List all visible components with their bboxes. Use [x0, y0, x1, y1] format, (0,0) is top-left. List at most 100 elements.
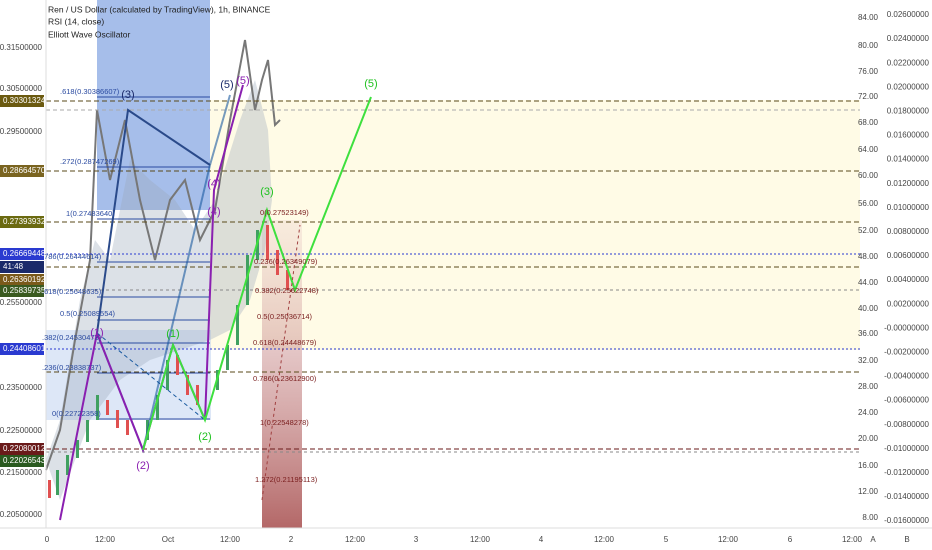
rsi-label: 36.00 [858, 329, 879, 338]
fib-label: 1.272(0.21195113) [255, 475, 318, 484]
rsi-axis: 84.00 80.00 76.00 72.00 68.00 64.00 60.00 56.00… [858, 13, 879, 522]
rsi-label: 52.00 [858, 226, 879, 235]
rsi-label: 72.00 [858, 92, 879, 101]
rsi-label: 24.00 [858, 408, 879, 417]
candle [156, 395, 159, 420]
price-label: 0.30500000 [0, 84, 43, 93]
indicator-label: Elliott Wave Oscillator [48, 29, 131, 39]
time-label: 12:00 [95, 535, 116, 544]
candle [48, 480, 51, 498]
oscillator-label: 0.01600000 [887, 131, 930, 140]
rsi-label: 76.00 [858, 67, 879, 76]
price-tag: 0.24408601 [3, 344, 46, 353]
wave-line [96, 332, 206, 421]
wave-label: (5) [220, 79, 233, 91]
fib-lines [97, 96, 210, 420]
wave-label: (2) [198, 431, 211, 443]
rsi-label: 60.00 [858, 171, 879, 180]
wave-label: (1) [90, 327, 103, 339]
rsi-label: 20.00 [858, 434, 879, 443]
time-label: 6 [788, 535, 793, 544]
oscillator-label: -0.01600000 [884, 516, 929, 525]
indicator-label: RSI (14, close) [48, 16, 104, 26]
chart-title: Ren / US Dollar (calculated by TradingVi… [48, 4, 271, 14]
rsi-label: 56.00 [858, 199, 879, 208]
candle [276, 250, 279, 275]
oscillator-label: -0.01400000 [884, 492, 929, 501]
range-box [97, 0, 210, 210]
fib-label: .786(0.26444614) [42, 252, 102, 261]
oscillator-label: 0.01400000 [887, 155, 930, 164]
oscillator-axis: 0.02600000 0.02400000 0.02200000 0.02000000… [884, 10, 929, 525]
oscillator-label: 0.02000000 [887, 82, 930, 91]
wave-label: (2) [136, 460, 149, 472]
price-tag: 0.28664570 [3, 166, 46, 175]
rsi-label: 16.00 [858, 461, 879, 470]
candle [66, 455, 69, 475]
candle [116, 410, 119, 428]
oscillator-label: 0.00600000 [887, 251, 930, 260]
tag-bg [0, 95, 44, 107]
candle [176, 355, 179, 375]
wave-label: (5) [236, 75, 249, 87]
rsi-label: 44.00 [858, 278, 879, 287]
time-label: 12:00 [220, 535, 241, 544]
rsi-area [46, 80, 272, 500]
fib-label: 0.382(0.25622748) [255, 286, 319, 295]
fib-label: .618(0.30386607) [60, 87, 120, 96]
tag-bg [0, 274, 44, 286]
rsi-label: 84.00 [858, 13, 879, 22]
time-axis-labels: 0 12:00 Oct 12:00 2 12:00 3 12:00 4 12:00 5 12:00 6 1… [45, 535, 910, 544]
fib-label: 0.786(0.23612900) [253, 374, 317, 383]
candle [236, 305, 239, 345]
fib-label: 0.5(0.25036714) [257, 312, 313, 321]
time-label: 12:00 [594, 535, 615, 544]
wave-line [142, 96, 372, 451]
candle [286, 270, 289, 290]
tag-bg [0, 285, 44, 297]
tag-bg [0, 165, 44, 177]
wave-label: (4) [207, 178, 220, 190]
oscillator-label: -0.00600000 [884, 396, 929, 405]
wave-labels: (3) (5) (5) (4) (4) (1) (2) (1) (2) (3) … [90, 75, 377, 472]
wave-line [96, 108, 211, 334]
oscillator-label: -0.01200000 [884, 468, 929, 477]
fib-label: 0.5(0.25089554) [60, 309, 116, 318]
candle [96, 395, 99, 420]
tag-bg [0, 443, 44, 455]
price-axis: 0.31500000 0.30500000 0.29500000 0.25500… [0, 43, 43, 519]
oscillator-label: 0.00200000 [887, 299, 930, 308]
time-label: B [904, 535, 909, 544]
oscillator-label: 0.00800000 [887, 227, 930, 236]
candle [186, 375, 189, 395]
candle [226, 345, 229, 370]
oscillator-label: -0.00400000 [884, 372, 929, 381]
oscillator-label: -0.01000000 [884, 444, 929, 453]
price-label: 0.21500000 [0, 468, 43, 477]
fib-label: 0.618(0.24448679) [253, 338, 317, 347]
price-tags: 0.30301324 0.28664570 0.27393932 0.26669… [0, 95, 46, 467]
price-label: 0.20500000 [0, 510, 43, 519]
candle [76, 440, 79, 458]
fib-label: 1(0.22548278) [260, 418, 309, 427]
oscillator-label: 0.00400000 [887, 275, 930, 284]
oscillator-label: -0.00200000 [884, 348, 929, 357]
rsi-label: 28.00 [858, 382, 879, 391]
time-label: 5 [664, 535, 669, 544]
oscillator-label: 0.01200000 [887, 179, 930, 188]
price-tag: 0.26360192 [3, 275, 46, 284]
tag-bg [0, 248, 44, 260]
tag-bg [0, 216, 44, 228]
time-label: 12:00 [718, 535, 739, 544]
fib-label: 0.236(0.26349079) [254, 257, 318, 266]
wave-label: (4) [207, 206, 220, 218]
price-tag: 41:48 [3, 262, 24, 271]
oscillator-label: 0.02200000 [887, 58, 930, 67]
candle [106, 400, 109, 415]
oscillator-label: -0.00800000 [884, 420, 929, 429]
fib-label: 0(0.27523149) [260, 208, 309, 217]
wave-label: (1) [166, 328, 179, 340]
candle [246, 255, 249, 305]
projection-box [262, 220, 302, 530]
price-label: 0.23500000 [0, 383, 43, 392]
